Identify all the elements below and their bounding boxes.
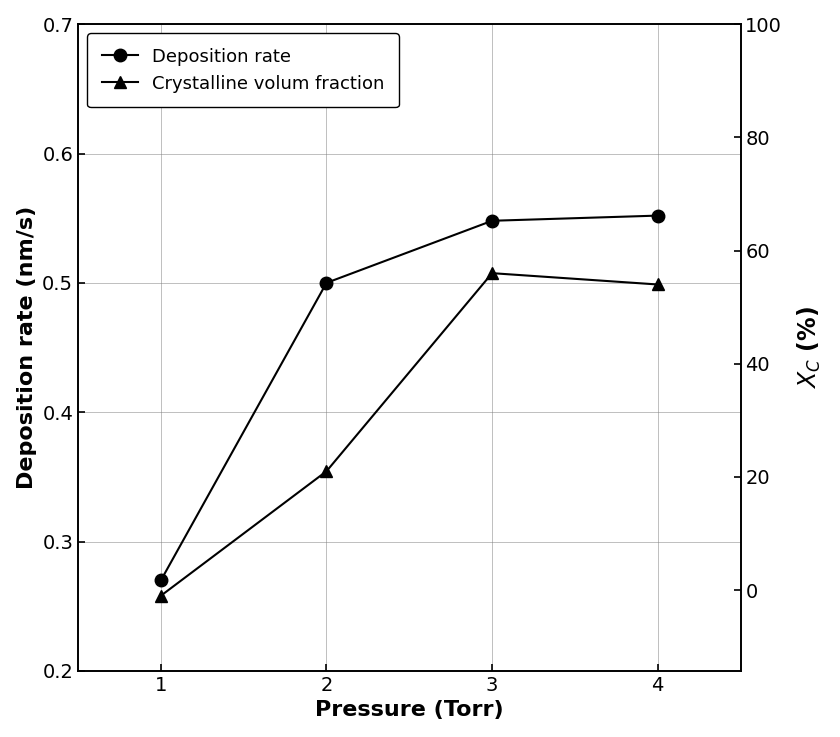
Crystalline volum fraction (156, 591, 166, 600)
Deposition rate (322, 279, 332, 287)
Y-axis label: $X_C$ (%): $X_C$ (%) (796, 306, 823, 389)
Y-axis label: Deposition rate (nm/s): Deposition rate (nm/s) (17, 206, 37, 489)
X-axis label: Pressure (Torr): Pressure (Torr) (315, 700, 504, 720)
Crystalline volum fraction (653, 280, 663, 289)
Line: Deposition rate: Deposition rate (155, 209, 664, 587)
Deposition rate (156, 576, 166, 584)
Crystalline volum fraction (322, 467, 332, 475)
Deposition rate (653, 212, 663, 220)
Legend: Deposition rate, Crystalline volum fraction: Deposition rate, Crystalline volum fract… (87, 33, 399, 107)
Crystalline volum fraction (487, 269, 497, 278)
Line: Crystalline volum fraction: Crystalline volum fraction (155, 267, 664, 602)
Deposition rate (487, 217, 497, 226)
